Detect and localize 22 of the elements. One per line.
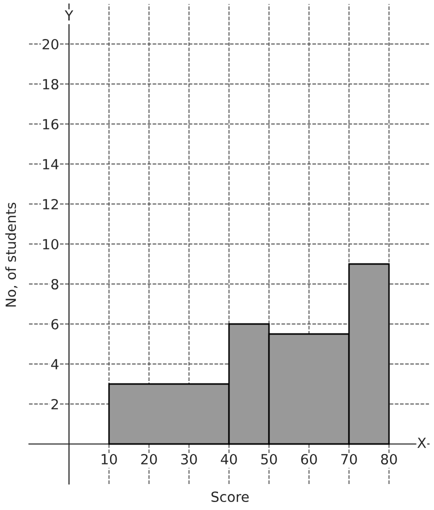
x-tick-label: 70 [341,454,357,464]
y-axis-title: No, of students [5,202,18,307]
y-tick-label: 8 [51,278,58,290]
y-tick-label: 6 [51,318,58,330]
y-tick-label: 10 [43,238,58,250]
y-tick-label: 16 [43,118,58,130]
x-tick-label: 30 [181,454,197,464]
x-tick-label: 50 [261,454,277,464]
x-tick-label: 60 [301,454,317,464]
y-tick-label: 18 [43,78,58,90]
x-tick-label: 40 [220,454,237,464]
y-tick-label: 20 [42,38,58,50]
x-tick-label: 20 [141,454,157,464]
y-tick-label: 12 [43,198,58,210]
annotation: X [417,438,426,448]
y-tick-label: 2 [51,398,58,410]
x-axis-title: Score [211,492,249,502]
annotation: Y [64,10,74,21]
x-tick-label: 80 [381,454,397,464]
x-tick-label: 10 [102,454,117,464]
y-tick-label: 14 [43,159,58,170]
y-tick-label: 4 [51,359,58,370]
